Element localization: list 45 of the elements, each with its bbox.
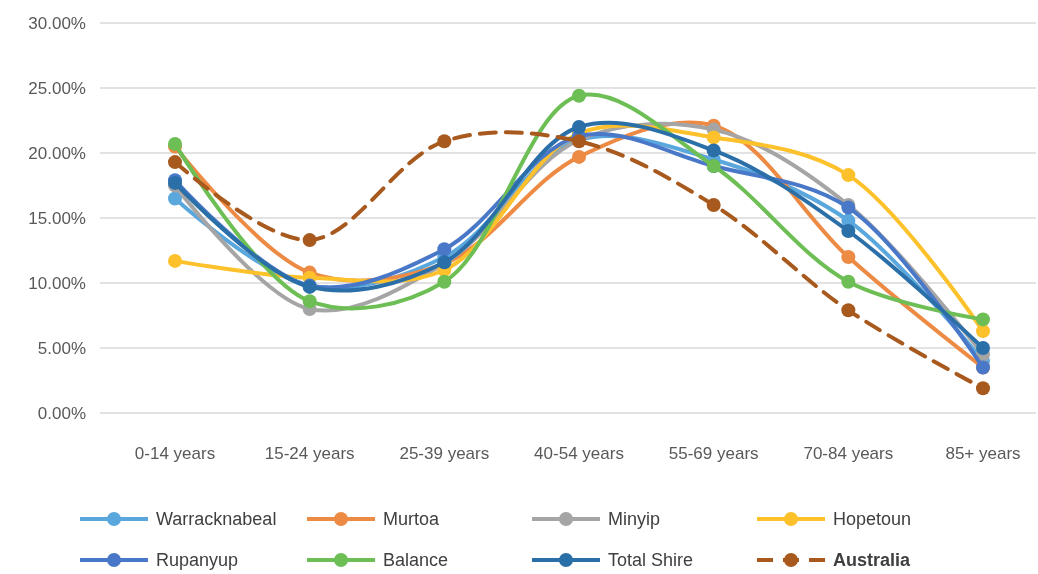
point — [976, 324, 990, 339]
legend-label: Balance — [383, 550, 449, 571]
y-tick-label: 15.00% — [28, 208, 86, 228]
point — [976, 381, 990, 396]
x-tick-label: 40-54 years — [534, 444, 624, 463]
point — [437, 134, 452, 149]
y-tick-label: 0.00% — [37, 403, 86, 423]
point — [841, 274, 856, 289]
y-tick-label: 20.00% — [28, 143, 86, 163]
x-tick-label: 25-39 years — [399, 444, 490, 463]
point — [706, 198, 721, 212]
legend-label: Total Shire — [608, 550, 694, 571]
x-tick-label: 15-24 years — [264, 444, 355, 463]
point — [841, 303, 856, 318]
y-tick-label: 25.00% — [28, 78, 86, 98]
point — [572, 149, 586, 164]
point — [572, 88, 586, 103]
legend-label: Rupanyup — [156, 550, 239, 571]
point — [437, 274, 452, 289]
point — [841, 250, 856, 264]
x-tick-label: 55-69 years — [668, 444, 759, 463]
x-tick-label: 0-14 years — [134, 444, 216, 463]
legend-label: Murtoa — [383, 509, 441, 530]
point — [437, 242, 452, 257]
point — [841, 224, 856, 238]
legend-label: Australia — [833, 550, 912, 571]
point — [302, 294, 317, 309]
point — [706, 130, 721, 145]
point — [706, 143, 721, 158]
x-tick-label: 85+ years — [945, 444, 1021, 463]
x-tick-label: 70-84 years — [803, 444, 894, 463]
point — [302, 233, 317, 248]
legend-label: Hopetoun — [833, 509, 912, 530]
point — [976, 312, 990, 327]
legend-label: Minyip — [608, 509, 661, 530]
point — [168, 191, 182, 206]
point — [168, 155, 182, 170]
y-tick-label: 30.00% — [28, 13, 86, 33]
point — [976, 341, 990, 355]
y-tick-label: 10.00% — [28, 273, 86, 293]
point — [572, 120, 586, 134]
point — [168, 253, 182, 268]
legend-label: Warracknabeal — [156, 509, 277, 530]
point — [841, 168, 856, 183]
y-tick-label: 5.00% — [37, 338, 86, 358]
